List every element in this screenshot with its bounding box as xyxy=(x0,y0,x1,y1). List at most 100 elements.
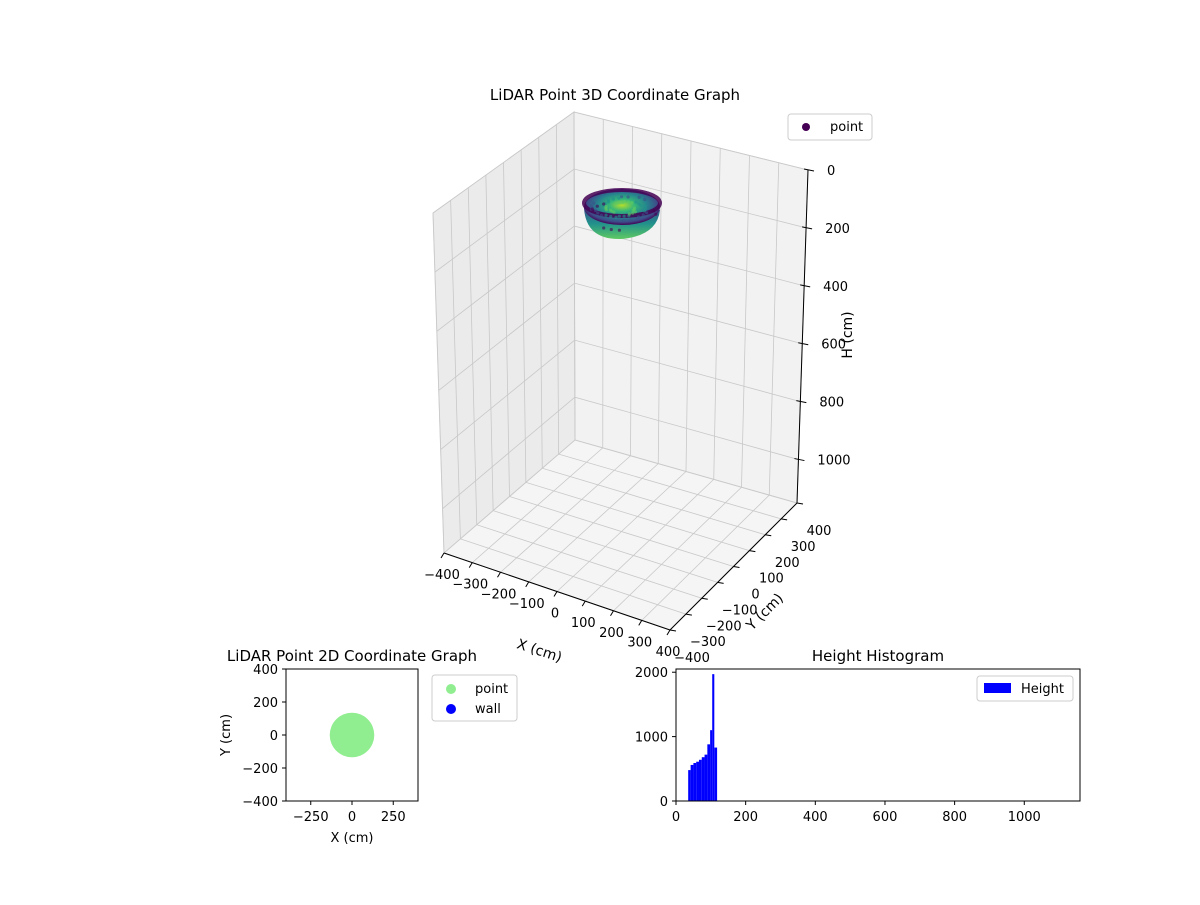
grid-line-y xyxy=(538,137,766,536)
tick-label-x-3d: −300 xyxy=(452,578,488,593)
bowl-point xyxy=(594,208,598,212)
tick-mark-x-3d xyxy=(581,600,586,607)
bowl-point xyxy=(636,215,641,219)
bowl-point xyxy=(626,195,630,199)
bowl-point xyxy=(602,226,606,230)
tick-label-x-hist: 200 xyxy=(733,810,758,825)
bowl-point xyxy=(617,228,622,232)
tick-label-x-3d: 200 xyxy=(599,626,624,641)
scatter-2d-marks xyxy=(329,712,375,758)
bowl-point xyxy=(608,208,613,212)
ticks-2d: −250 0 250 −400 −200 0 200 400 xyxy=(242,663,405,825)
tick-label-y-2d: 0 xyxy=(270,729,278,744)
bowl-point xyxy=(611,197,615,201)
tick-label-y-hist: 2000 xyxy=(635,666,668,681)
tick-label-y-3d: 400 xyxy=(807,524,832,539)
tick-label-y-3d: −300 xyxy=(690,635,726,650)
tick-label-x-3d: 400 xyxy=(656,645,681,660)
bowl-point xyxy=(592,201,596,205)
bowl-point xyxy=(631,211,635,215)
tick-label-y-3d: −400 xyxy=(674,651,710,666)
x-axis-label-2d: X (cm) xyxy=(331,831,374,846)
grid-line-y xyxy=(555,124,782,520)
ticks-3d: −400−300−200−1000100200300400−400−300−20… xyxy=(424,164,850,666)
tick-label-y-2d: 200 xyxy=(253,696,278,711)
bowl-point xyxy=(609,214,613,219)
point-cloud-bowl xyxy=(582,188,662,240)
bowl-points xyxy=(589,195,658,232)
pane-back xyxy=(573,111,809,504)
histogram-bar xyxy=(704,754,708,801)
tick-label-y-2d: 400 xyxy=(253,663,278,678)
tick-label-y-3d: 200 xyxy=(775,556,800,571)
legend-2d-marker-wall xyxy=(446,704,456,714)
grid-line-y xyxy=(573,111,798,504)
title-histogram: Height Histogram xyxy=(812,647,944,665)
bowl-point xyxy=(620,195,624,199)
legend-3d-label-point: point xyxy=(830,120,863,135)
tick-label-y-2d: −200 xyxy=(242,762,278,777)
bowl-point xyxy=(643,197,647,202)
tick-mark-y-3d xyxy=(669,629,677,632)
tick-label-y-3d: −200 xyxy=(706,619,742,634)
z-axis-label-3d: H (cm) xyxy=(840,311,856,358)
bowl-point xyxy=(621,201,625,205)
tick-mark-y-3d xyxy=(701,597,708,600)
tick-label-y-2d: −400 xyxy=(242,795,278,810)
grid-line-y xyxy=(485,175,718,583)
grid-line-z xyxy=(432,111,809,214)
tick-label-y-3d: 0 xyxy=(751,588,759,603)
bowl-point xyxy=(599,213,604,217)
grid-line-z xyxy=(436,225,805,332)
tick-label-z-3d: 200 xyxy=(825,222,850,237)
histogram-bars xyxy=(688,674,718,801)
bowl-point xyxy=(641,213,645,217)
tick-mark-x-3d xyxy=(666,629,671,636)
tick-label-x-3d: 0 xyxy=(551,607,559,622)
tick-mark-z-3d xyxy=(796,400,807,404)
tick-label-x-hist: 1000 xyxy=(1008,810,1041,825)
x-axis-label-3d: X (cm) xyxy=(515,636,564,666)
histogram-bar xyxy=(696,761,699,801)
bowl-point xyxy=(617,196,621,200)
grid-line-y xyxy=(503,162,734,567)
tick-label-x-hist: 400 xyxy=(803,810,828,825)
histogram-bar xyxy=(710,730,713,801)
bowl-point xyxy=(630,201,634,205)
bowl-rim xyxy=(582,188,662,218)
bowl-point xyxy=(590,207,594,211)
grid-line-y xyxy=(467,187,702,599)
tick-label-z-3d: 1000 xyxy=(817,454,850,469)
tick-mark-y-3d xyxy=(733,566,740,568)
bowl-point xyxy=(595,204,599,208)
bowl-point xyxy=(621,219,626,223)
tick-mark-y-3d xyxy=(717,581,724,584)
plot-histogram: Height Histogram 0 200 400 600 800 1000 0 1000 2… xyxy=(635,647,1081,825)
tick-mark-y-3d xyxy=(765,534,772,537)
tick-mark-x-3d xyxy=(553,591,558,597)
bowl-point xyxy=(590,204,594,208)
tick-mark-z-3d xyxy=(800,284,811,288)
ticks-histogram: 0 200 400 600 800 1000 0 1000 2000 xyxy=(635,666,1041,825)
tick-mark-z-3d xyxy=(798,342,809,346)
bowl-point xyxy=(652,209,656,213)
tick-label-x-3d: 100 xyxy=(571,616,596,631)
tick-mark-x-3d xyxy=(610,610,614,617)
tick-label-y-hist: 0 xyxy=(660,795,668,810)
bowl-point xyxy=(629,218,633,222)
tick-mark-y-3d xyxy=(796,502,804,505)
tick-label-y-3d: 300 xyxy=(791,540,816,555)
tick-label-x-hist: 600 xyxy=(873,810,898,825)
histogram-bar xyxy=(712,674,715,801)
bowl-point xyxy=(609,227,613,232)
tick-label-x-3d: −200 xyxy=(481,587,517,602)
tick-label-y-3d: 100 xyxy=(759,572,784,587)
tick-mark-x-3d xyxy=(468,562,473,568)
tick-label-x-2d: −250 xyxy=(293,810,329,825)
bowl-point xyxy=(643,204,647,208)
legend-2d-label-point: point xyxy=(475,682,508,697)
tick-label-x-3d: −400 xyxy=(424,568,460,583)
tick-label-y-3d: −100 xyxy=(722,603,758,618)
